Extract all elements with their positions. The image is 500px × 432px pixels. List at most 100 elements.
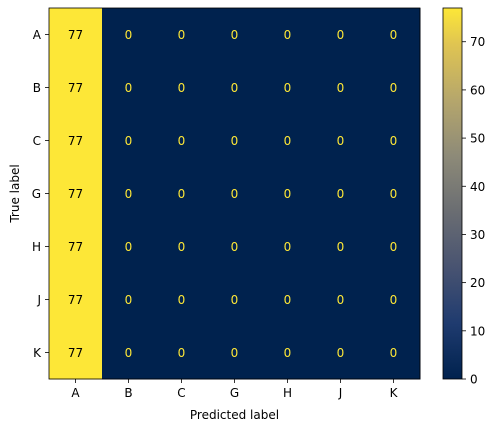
heatmap-cell-C-B xyxy=(102,114,156,168)
heatmap-cell-B-H xyxy=(261,61,315,115)
heatmap-cell-C-J xyxy=(314,114,368,168)
heatmap-cell-B-B xyxy=(102,61,156,115)
x-axis-label: Predicted label xyxy=(190,408,279,422)
cell-value-C-K: 0 xyxy=(390,134,398,148)
heatmap-cell-K-G xyxy=(208,326,262,380)
heatmap-cell-B-G xyxy=(208,61,262,115)
heatmap-cell-B-A xyxy=(49,61,103,115)
colorbar-tick-label-0: 0 xyxy=(470,373,478,387)
colorbar-tick-label-70: 70 xyxy=(470,35,485,49)
heatmap-cell-H-H xyxy=(261,220,315,274)
heatmap-cell-K-J xyxy=(314,326,368,380)
colorbar-tick-label-60: 60 xyxy=(470,83,485,97)
colorbar-tick-label-20: 20 xyxy=(470,276,485,290)
heatmap-cell-G-C xyxy=(155,167,209,221)
x-tick-label-C: C xyxy=(177,386,185,400)
heatmap-cell-K-K xyxy=(367,326,421,380)
heatmap-cell-J-G xyxy=(208,273,262,327)
cell-value-H-G: 0 xyxy=(231,240,239,254)
colorbar-ticks: 0 10 20 30 40 50 60 70 xyxy=(462,35,485,387)
y-tick-label-G: G xyxy=(32,187,41,201)
heatmap-cell-C-A xyxy=(49,114,103,168)
colorbar-tick-label-10: 10 xyxy=(470,324,485,338)
cell-value-B-A: 77 xyxy=(68,81,83,95)
cell-value-K-C: 0 xyxy=(178,346,186,360)
cell-value-B-K: 0 xyxy=(390,81,398,95)
cell-value-H-B: 0 xyxy=(125,240,133,254)
cell-value-K-A: 77 xyxy=(68,346,83,360)
cell-value-A-K: 0 xyxy=(390,28,398,42)
x-tick-label-K: K xyxy=(390,386,399,400)
heatmap-cell-A-G xyxy=(208,8,262,62)
x-tick-label-A: A xyxy=(71,386,80,400)
cell-value-H-K: 0 xyxy=(390,240,398,254)
cell-value-J-C: 0 xyxy=(178,293,186,307)
heatmap-cell-G-G xyxy=(208,167,262,221)
heatmap-cell-B-J xyxy=(314,61,368,115)
heatmap-cell-J-C xyxy=(155,273,209,327)
heatmap-cell-J-H xyxy=(261,273,315,327)
cell-value-C-G: 0 xyxy=(231,134,239,148)
cell-value-C-A: 77 xyxy=(68,134,83,148)
cell-value-J-H: 0 xyxy=(284,293,292,307)
heatmap-cell-C-C xyxy=(155,114,209,168)
cell-value-H-J: 0 xyxy=(337,240,345,254)
cell-value-B-G: 0 xyxy=(231,81,239,95)
cell-value-A-B: 0 xyxy=(125,28,133,42)
cell-value-H-C: 0 xyxy=(178,240,186,254)
heatmap-cell-A-K xyxy=(367,8,421,62)
cell-value-G-C: 0 xyxy=(178,187,186,201)
colorbar: 0 10 20 30 40 50 60 70 xyxy=(442,7,485,387)
cell-value-J-B: 0 xyxy=(125,293,133,307)
heatmap-cell-H-K xyxy=(367,220,421,274)
cell-value-A-A: 77 xyxy=(68,28,83,42)
cell-value-C-H: 0 xyxy=(284,134,292,148)
cell-value-A-H: 0 xyxy=(284,28,292,42)
heatmap-cell-J-J xyxy=(314,273,368,327)
heatmap-cell-J-A xyxy=(49,273,103,327)
heatmap-cell-G-A xyxy=(49,167,103,221)
cell-value-K-J: 0 xyxy=(337,346,345,360)
cell-value-K-G: 0 xyxy=(231,346,239,360)
heatmap-cell-labels: 77 0 0 0 0 0 0 77 0 0 0 0 0 0 77 0 0 0 0 0 0 77 0 0 0 0 0 0 77 0 0 0 0 0 0… xyxy=(68,28,397,360)
heatmap-cell-J-B xyxy=(102,273,156,327)
cell-value-A-G: 0 xyxy=(231,28,239,42)
heatmap-cell-B-K xyxy=(367,61,421,115)
cell-value-C-C: 0 xyxy=(178,134,186,148)
y-axis-ticks: A B C G H J K xyxy=(32,28,49,360)
y-tick-label-K: K xyxy=(33,346,42,360)
heatmap-cell-K-H xyxy=(261,326,315,380)
cell-value-G-K: 0 xyxy=(390,187,398,201)
heatmap-cell-H-G xyxy=(208,220,262,274)
y-axis-label: True label xyxy=(8,164,22,223)
cell-value-B-J: 0 xyxy=(337,81,345,95)
cell-value-A-C: 0 xyxy=(178,28,186,42)
heatmap-cell-G-B xyxy=(102,167,156,221)
heatmap-cell-J-K xyxy=(367,273,421,327)
heatmap-cell-H-B xyxy=(102,220,156,274)
heatmap-cell-G-J xyxy=(314,167,368,221)
heatmap-cell-A-A xyxy=(49,8,103,62)
cell-value-G-G: 0 xyxy=(231,187,239,201)
cell-value-G-H: 0 xyxy=(284,187,292,201)
cell-value-J-G: 0 xyxy=(231,293,239,307)
heatmap-cell-A-C xyxy=(155,8,209,62)
heatmap-cell-A-J xyxy=(314,8,368,62)
y-tick-label-C: C xyxy=(33,134,41,148)
cell-value-C-J: 0 xyxy=(337,134,345,148)
heatmap-cell-H-C xyxy=(155,220,209,274)
heatmap-cell-H-A xyxy=(49,220,103,274)
cell-value-J-K: 0 xyxy=(390,293,398,307)
cell-value-K-K: 0 xyxy=(390,346,398,360)
y-tick-label-H: H xyxy=(32,240,41,254)
cell-value-C-B: 0 xyxy=(125,134,133,148)
heatmap-cell-C-H xyxy=(261,114,315,168)
colorbar-tick-label-50: 50 xyxy=(470,132,485,146)
cell-value-J-J: 0 xyxy=(337,293,345,307)
cell-value-G-B: 0 xyxy=(125,187,133,201)
heatmap-cell-K-B xyxy=(102,326,156,380)
cell-value-K-H: 0 xyxy=(284,346,292,360)
y-tick-label-B: B xyxy=(33,81,41,95)
